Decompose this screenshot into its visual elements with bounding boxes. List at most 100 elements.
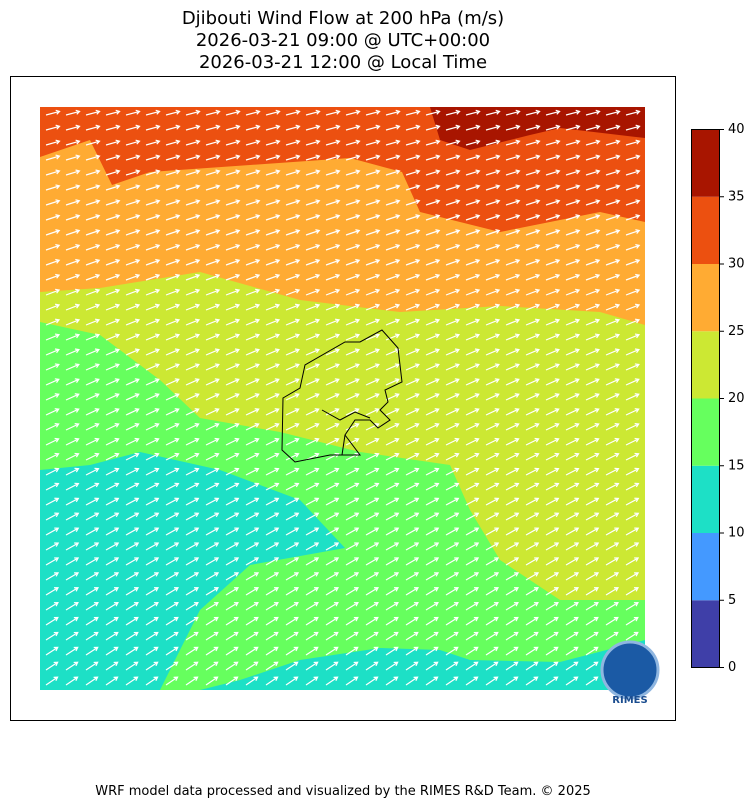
wind-arrow <box>405 288 421 296</box>
wind-arrow <box>365 333 381 341</box>
wind-arrow <box>325 109 341 116</box>
wind-arrow <box>465 393 480 401</box>
wind-arrow <box>185 318 201 326</box>
wind-arrow <box>45 527 60 536</box>
wind-arrow <box>105 676 119 686</box>
wind-arrow <box>325 557 340 566</box>
wind-arrow <box>545 676 559 686</box>
wind-arrow <box>185 333 201 341</box>
wind-arrow <box>425 169 441 176</box>
wind-arrow <box>245 378 260 386</box>
wind-arrow <box>565 646 579 656</box>
wind-arrow <box>225 139 241 146</box>
wind-arrow <box>385 258 401 266</box>
wind-arrow <box>65 258 81 266</box>
wind-arrow <box>305 646 319 656</box>
colorbar-tick-label: 5 <box>728 593 736 608</box>
wind-arrow <box>45 602 59 611</box>
wind-arrow <box>365 363 380 371</box>
wind-arrow <box>485 258 501 266</box>
wind-arrow <box>445 288 461 296</box>
wind-arrow <box>485 154 501 161</box>
wind-arrow <box>405 214 421 221</box>
wind-arrow <box>545 482 560 491</box>
wind-arrow <box>285 452 300 461</box>
wind-arrow <box>485 437 500 446</box>
wind-arrow <box>245 184 261 191</box>
colorbar-tick-label: 25 <box>728 324 745 339</box>
wind-arrow <box>265 184 281 191</box>
wind-arrow <box>345 676 359 686</box>
wind-arrow <box>265 288 281 296</box>
wind-arrow <box>285 363 300 371</box>
wind-arrow <box>265 587 279 596</box>
wind-arrow <box>345 348 360 356</box>
wind-arrow <box>85 676 99 686</box>
wind-arrow <box>605 124 621 131</box>
wind-arrow <box>385 303 401 311</box>
wind-arrow <box>365 542 380 551</box>
wind-arrow <box>105 422 120 431</box>
colorbar-tick-label: 30 <box>728 257 745 272</box>
wind-arrow <box>445 572 460 581</box>
wind-arrow <box>185 512 200 521</box>
wind-arrow <box>205 333 221 341</box>
wind-arrow <box>85 199 101 206</box>
title-line: Djibouti Wind Flow at 200 hPa (m/s) <box>182 8 504 29</box>
wind-arrow <box>525 631 539 641</box>
wind-arrow <box>285 661 299 671</box>
wind-arrow <box>225 572 240 581</box>
wind-arrow <box>565 616 579 626</box>
wind-arrow <box>125 497 140 506</box>
wind-arrow <box>345 422 360 431</box>
wind-arrow <box>465 333 481 341</box>
wind-arrow <box>165 169 181 176</box>
wind-arrow <box>225 437 240 446</box>
wind-arrow <box>605 631 619 641</box>
wind-arrow <box>85 139 101 146</box>
wind-arrow <box>245 631 259 641</box>
wind-arrow <box>565 452 580 461</box>
wind-arrow <box>205 154 221 161</box>
wind-arrow <box>285 288 301 296</box>
wind-arrow <box>305 437 320 446</box>
wind-arrow <box>625 542 640 551</box>
wind-arrow <box>225 333 241 341</box>
wind-arrow <box>565 303 581 311</box>
wind-arrow <box>465 363 480 371</box>
wind-arrow <box>605 467 620 476</box>
wind-arrow <box>505 587 519 596</box>
wind-arrow <box>425 497 440 506</box>
wind-arrow <box>325 437 340 446</box>
wind-arrow <box>385 437 400 446</box>
wind-arrow <box>285 602 299 611</box>
wind-arrow <box>305 169 321 176</box>
wind-arrow <box>565 482 580 491</box>
wind-arrow <box>185 452 200 461</box>
wind-arrow <box>185 303 201 311</box>
wind-arrow <box>145 512 160 521</box>
wind-arrow <box>125 527 140 536</box>
wind-arrow <box>485 318 501 326</box>
wind-arrow <box>425 258 441 266</box>
wind-arrow <box>145 393 160 401</box>
wind-arrow <box>585 214 601 221</box>
wind-arrow <box>625 482 640 491</box>
wind-arrow <box>605 109 621 116</box>
wind-arrow <box>125 154 141 161</box>
wind-arrow <box>345 646 359 656</box>
wind-arrow <box>85 602 99 611</box>
wind-arrow <box>525 139 541 146</box>
wind-arrow <box>485 646 499 656</box>
wind-arrow <box>365 527 380 536</box>
wind-arrow <box>205 676 219 686</box>
wind-arrow <box>205 542 220 551</box>
wind-arrow <box>605 527 620 536</box>
wind-arrow <box>505 169 521 176</box>
wind-arrow <box>265 169 281 176</box>
wind-arrow <box>625 422 640 431</box>
wind-arrow <box>145 646 159 656</box>
wind-arrow <box>225 512 240 521</box>
wind-arrow <box>605 437 620 446</box>
wind-arrow <box>485 303 501 311</box>
